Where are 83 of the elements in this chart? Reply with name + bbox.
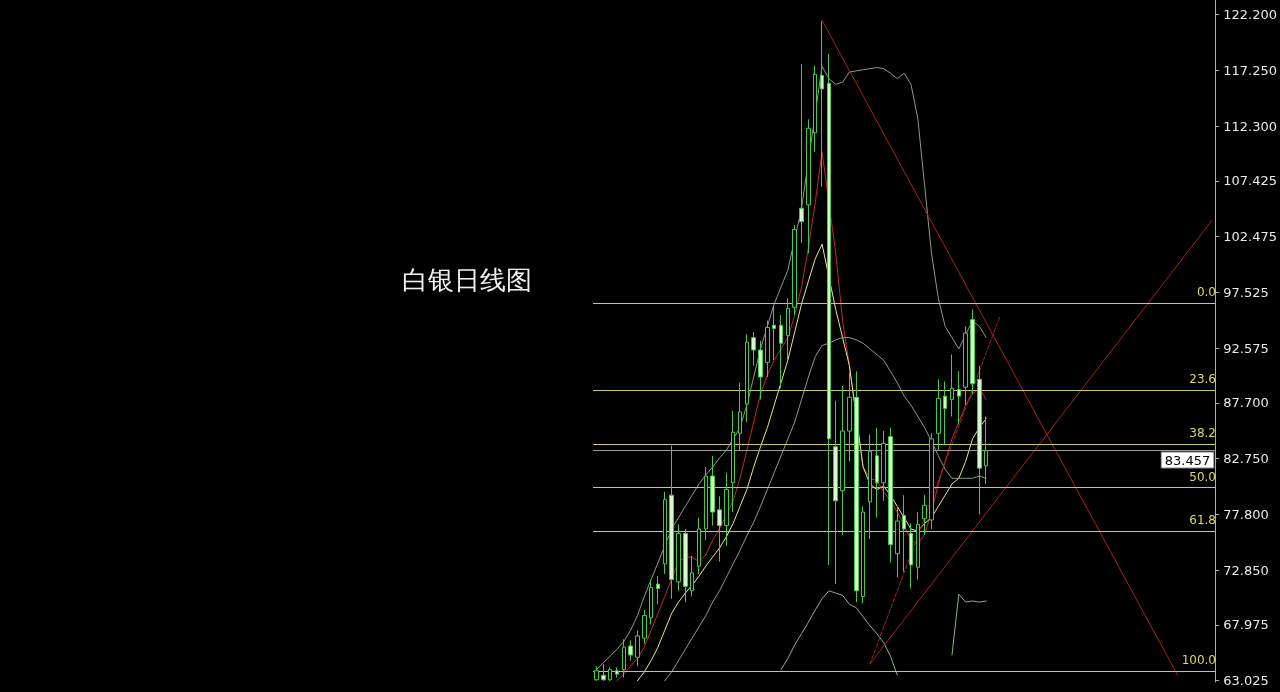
- candlestick: [984, 415, 988, 485]
- y-tick-label: 112.300: [1223, 118, 1278, 134]
- candlestick: [820, 20, 824, 188]
- ref-line-label: 83.457: [1164, 452, 1211, 468]
- y-tick-label: 107.425: [1223, 173, 1278, 189]
- line-series: [664, 337, 987, 682]
- candlestick: [840, 385, 845, 536]
- annotation: 23.6: [1189, 372, 1216, 387]
- candlestick: [806, 118, 811, 254]
- y-tick-label: 77.800: [1223, 506, 1269, 522]
- candlestick: [963, 325, 968, 406]
- text: 白银日线图: [402, 265, 532, 295]
- candlestick: [601, 663, 606, 682]
- line-series: [636, 243, 987, 682]
- candlestick: [950, 354, 954, 417]
- candlestick: [909, 522, 913, 590]
- candlestick: [656, 575, 660, 605]
- candlestick: [710, 455, 715, 527]
- candlestick: [690, 555, 694, 597]
- candlestick: [669, 445, 674, 600]
- y-tick-label: 102.475: [1223, 229, 1278, 245]
- line-series: [951, 593, 987, 656]
- candlestick: [875, 427, 879, 519]
- annotation: 50.0: [1189, 469, 1216, 484]
- annotation: 0.0: [1196, 285, 1217, 300]
- candlestick: [717, 495, 722, 563]
- candlestick: [813, 64, 817, 153]
- candlestick: [847, 372, 852, 462]
- candlestick: [594, 665, 599, 682]
- candlestick: [970, 308, 975, 395]
- y-tick-label: 67.975: [1223, 617, 1269, 633]
- candlestick: [663, 491, 667, 575]
- candlestick: [676, 523, 681, 592]
- candlestick: [786, 297, 790, 361]
- candlestick: [895, 505, 900, 578]
- annotation: 38.2: [1189, 426, 1216, 441]
- candlestick: [943, 381, 947, 446]
- annotation: 100.0: [1181, 652, 1217, 667]
- y-tick-label: 97.525: [1223, 284, 1269, 300]
- annotation: 61.8: [1189, 512, 1216, 527]
- candlestick: [799, 63, 804, 244]
- candlestick: [683, 528, 688, 603]
- candlestick: [957, 370, 961, 425]
- candlestick: [916, 511, 920, 581]
- candlestick: [977, 365, 982, 515]
- candlestick: [615, 666, 619, 678]
- line-series: [780, 590, 898, 676]
- candlestick: [738, 382, 742, 451]
- candlestick: [649, 579, 653, 626]
- candlestick: [635, 629, 640, 667]
- candlestick: [731, 410, 735, 513]
- candlestick: [765, 320, 770, 378]
- candlestick: [758, 340, 763, 401]
- y-tick-label: 122.200: [1223, 7, 1278, 23]
- candlestick: [745, 333, 749, 423]
- y-tick-label: 87.700: [1223, 395, 1269, 411]
- candlestick: [628, 639, 633, 662]
- candlestick: [833, 400, 838, 585]
- y-tick-label: 72.850: [1223, 562, 1269, 578]
- candlestick: [792, 224, 797, 316]
- candlestick: [861, 505, 865, 604]
- candlestick: [608, 666, 612, 682]
- candlestick: [936, 378, 941, 451]
- candlestick: [881, 430, 886, 502]
- candlestick: [922, 494, 927, 536]
- candlestick: [854, 370, 859, 603]
- candlestick: [704, 466, 708, 541]
- candlestick: [779, 314, 783, 389]
- y-tick-label: 63.025: [1223, 673, 1269, 689]
- candlestick: [622, 638, 626, 678]
- y-tick-label: 117.250: [1223, 62, 1278, 78]
- candlestick: [902, 494, 906, 573]
- candlestick: [751, 331, 756, 367]
- candlestick: [642, 609, 647, 645]
- candlestick: [888, 427, 893, 564]
- candlestick: [827, 53, 831, 566]
- candlestick: [868, 433, 872, 540]
- candlestick: [724, 472, 729, 547]
- y-tick-label: 92.575: [1223, 340, 1269, 356]
- y-tick-label: 82.750: [1223, 451, 1269, 467]
- candlestick: [929, 432, 934, 530]
- candlestick: [772, 305, 776, 361]
- candlestick: [697, 517, 701, 575]
